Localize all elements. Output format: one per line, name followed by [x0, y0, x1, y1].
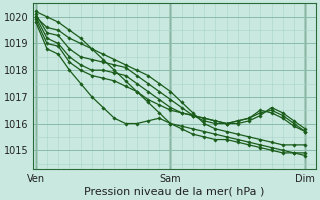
X-axis label: Pression niveau de la mer( hPa ): Pression niveau de la mer( hPa ): [84, 187, 265, 197]
